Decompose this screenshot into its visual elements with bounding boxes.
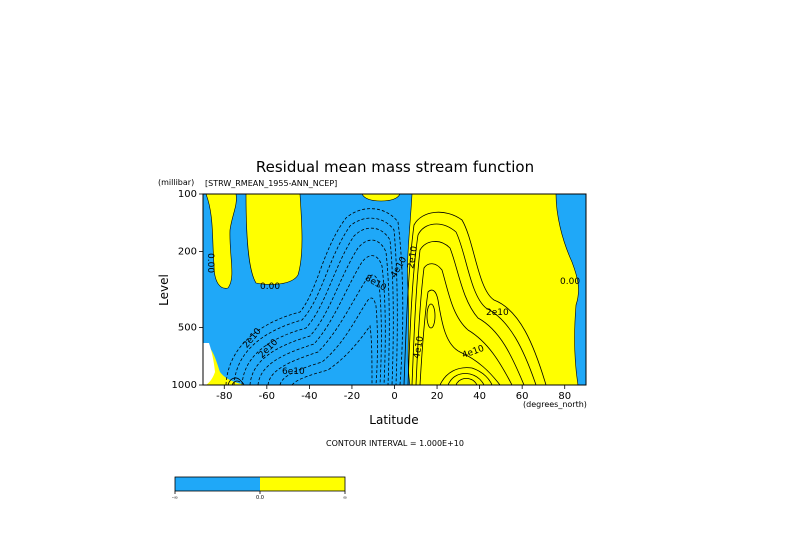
colorbar-label-mid: 0.0	[256, 495, 264, 501]
x-units-label: (degrees_north)	[523, 400, 587, 409]
colorbar: -∞ 0.0 ∞	[172, 476, 347, 501]
y-tick-label: 1000	[172, 380, 197, 391]
x-tick-label: 0	[391, 391, 397, 402]
y-units-label: (millibar)	[158, 178, 194, 187]
zero-contours	[205, 193, 579, 386]
plot-area: 0.00 0.00 0.00 2e10 2e10 4e10 6e10 8e10 …	[172, 189, 587, 402]
y-axis-label: Level	[157, 274, 171, 306]
positive-region-top-center	[362, 194, 400, 201]
contour-label-neg-6e10: 6e10	[282, 367, 305, 377]
white-gap-southwest	[203, 343, 215, 385]
y-tick-label: 500	[178, 323, 197, 334]
x-tick-label: -80	[216, 391, 232, 402]
x-axis-label: Latitude	[369, 413, 418, 427]
contour-label-zero-mid: 0.00	[260, 282, 280, 292]
contour-label-zero-north: 0.00	[560, 277, 580, 287]
positive-region-upper-west	[206, 194, 237, 289]
x-tick-label: -20	[344, 391, 360, 402]
positive-region-north	[407, 194, 579, 385]
x-axis-ticks: -80 -60 -40 -20 0 20 40 60 80	[216, 385, 571, 402]
contour-label-pos-2e10b: 2e10	[406, 245, 420, 269]
x-tick-label: 80	[558, 391, 571, 402]
y-tick-label: 200	[178, 246, 197, 257]
chart-title: Residual mean mass stream function	[256, 158, 534, 176]
positive-region-upper-mid	[246, 194, 302, 285]
contour-interval-text: CONTOUR INTERVAL = 1.000E+10	[326, 439, 464, 448]
x-tick-label: 60	[516, 391, 529, 402]
contour-label-pos-2e10: 2e10	[486, 308, 509, 318]
colorbar-label-right: ∞	[343, 495, 347, 501]
colorbar-label-left: -∞	[172, 495, 178, 501]
negative-contours	[225, 208, 404, 386]
x-tick-label: 20	[431, 391, 444, 402]
colorbar-segment-negative	[175, 477, 260, 491]
y-tick-label: 100	[178, 189, 197, 200]
x-tick-label: -40	[301, 391, 317, 402]
contour-label-zero-west: 0.00	[205, 253, 215, 273]
y-axis-ticks: 100 200 500 1000	[172, 189, 203, 391]
dataset-label: [STRW_RMEAN_1955-ANN_NCEP]	[205, 179, 337, 188]
x-tick-label: 40	[473, 391, 486, 402]
colorbar-segment-positive	[260, 477, 345, 491]
contour-label-pos-4e10b: 4e10	[412, 335, 426, 359]
x-tick-label: -60	[259, 391, 275, 402]
